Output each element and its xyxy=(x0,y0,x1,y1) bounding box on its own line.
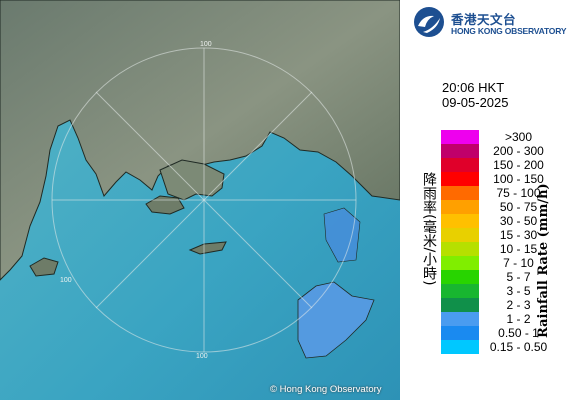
report-date: 09-05-2025 xyxy=(442,95,509,110)
legend-swatch xyxy=(441,130,479,144)
legend-range-label: 200 - 300 xyxy=(493,144,544,158)
legend-range-label: 5 - 7 xyxy=(506,270,531,284)
legend-range-label: 1 - 2 xyxy=(506,312,531,326)
hko-logo: 香港天文台 HONG KONG OBSERVATORY xyxy=(413,6,573,40)
legend-item: 15 - 30 xyxy=(441,228,577,242)
legend-range-label: >300 xyxy=(504,130,533,144)
legend-item: 200 - 300 xyxy=(441,144,577,158)
radar-map: 100 100 100 © Hong Kong Observatory xyxy=(0,0,400,400)
legend-title-en: Rainfall Rate (mm/h) xyxy=(536,183,551,338)
legend-item: 2 - 3 xyxy=(441,298,577,312)
legend-item: >300 xyxy=(441,130,577,144)
legend-swatch xyxy=(441,312,479,326)
legend-swatch xyxy=(441,214,479,228)
logo-text-en: HONG KONG OBSERVATORY xyxy=(451,26,567,36)
legend-swatch xyxy=(441,228,479,242)
legend-item: 30 - 50 xyxy=(441,214,577,228)
legend-range-label: 2 - 3 xyxy=(506,298,531,312)
report-time: 20:06 HKT xyxy=(442,80,505,95)
legend-item: 10 - 15 xyxy=(441,242,577,256)
legend-swatch xyxy=(441,326,479,340)
range-label-south: 100 xyxy=(196,353,208,360)
hko-logo-icon xyxy=(414,7,444,37)
legend-range-label: 30 - 50 xyxy=(499,214,538,228)
legend-swatch xyxy=(441,256,479,270)
west-island xyxy=(29,257,59,277)
legend-swatch xyxy=(441,242,479,256)
legend-swatch xyxy=(441,144,479,158)
legend-range-label: 10 - 15 xyxy=(499,242,538,256)
legend-swatch xyxy=(441,158,479,172)
legend-item: 5 - 7 xyxy=(441,270,577,284)
legend-range-label: 50 - 75 xyxy=(499,200,538,214)
legend-range-label: 3 - 5 xyxy=(506,284,531,298)
legend-title-cn: 降雨率(毫米/小時) xyxy=(421,172,437,286)
legend-swatch xyxy=(441,186,479,200)
legend-swatch xyxy=(441,340,479,354)
legend-range-label: 7 - 10 xyxy=(503,256,534,270)
range-label-north: 100 xyxy=(200,41,212,48)
radar-map-canvas: 100 100 100 xyxy=(0,0,400,400)
mainland xyxy=(0,0,400,281)
legend-item: 0.15 - 0.50 xyxy=(441,340,577,354)
legend-item: 7 - 10 xyxy=(441,256,577,270)
legend-range-label: 150 - 200 xyxy=(493,158,544,172)
legend-swatch xyxy=(441,298,479,312)
legend-swatch xyxy=(441,270,479,284)
legend-item: 50 - 75 xyxy=(441,200,577,214)
legend-range-label: 15 - 30 xyxy=(499,228,538,242)
logo-text-cn: 香港天文台 xyxy=(451,12,517,27)
legend-item: 150 - 200 xyxy=(441,158,577,172)
rain-cluster-east xyxy=(323,207,361,263)
range-label-west: 100 xyxy=(60,277,72,284)
legend-swatch xyxy=(441,284,479,298)
hong-kong-island-group xyxy=(159,159,225,201)
legend-item: 100 - 150 xyxy=(441,172,577,186)
legend-item: 0.50 - 1 xyxy=(441,326,577,340)
side-panel: 香港天文台 HONG KONG OBSERVATORY 20:06 HKT 09… xyxy=(400,0,577,400)
legend-range-label: 75 - 100 xyxy=(496,186,541,200)
legend-item: 75 - 100 xyxy=(441,186,577,200)
legend-range-label: 0.50 - 1 xyxy=(498,326,539,340)
legend-range-label: 0.15 - 0.50 xyxy=(489,340,548,354)
copyright-text: © Hong Kong Observatory xyxy=(270,384,382,395)
legend-swatch xyxy=(441,172,479,186)
legend-item: 3 - 5 xyxy=(441,284,577,298)
range-rings xyxy=(51,47,357,353)
legend-item: 1 - 2 xyxy=(441,312,577,326)
legend-range-label: 100 - 150 xyxy=(493,172,544,186)
southern-island xyxy=(188,241,227,255)
legend-swatch xyxy=(441,200,479,214)
